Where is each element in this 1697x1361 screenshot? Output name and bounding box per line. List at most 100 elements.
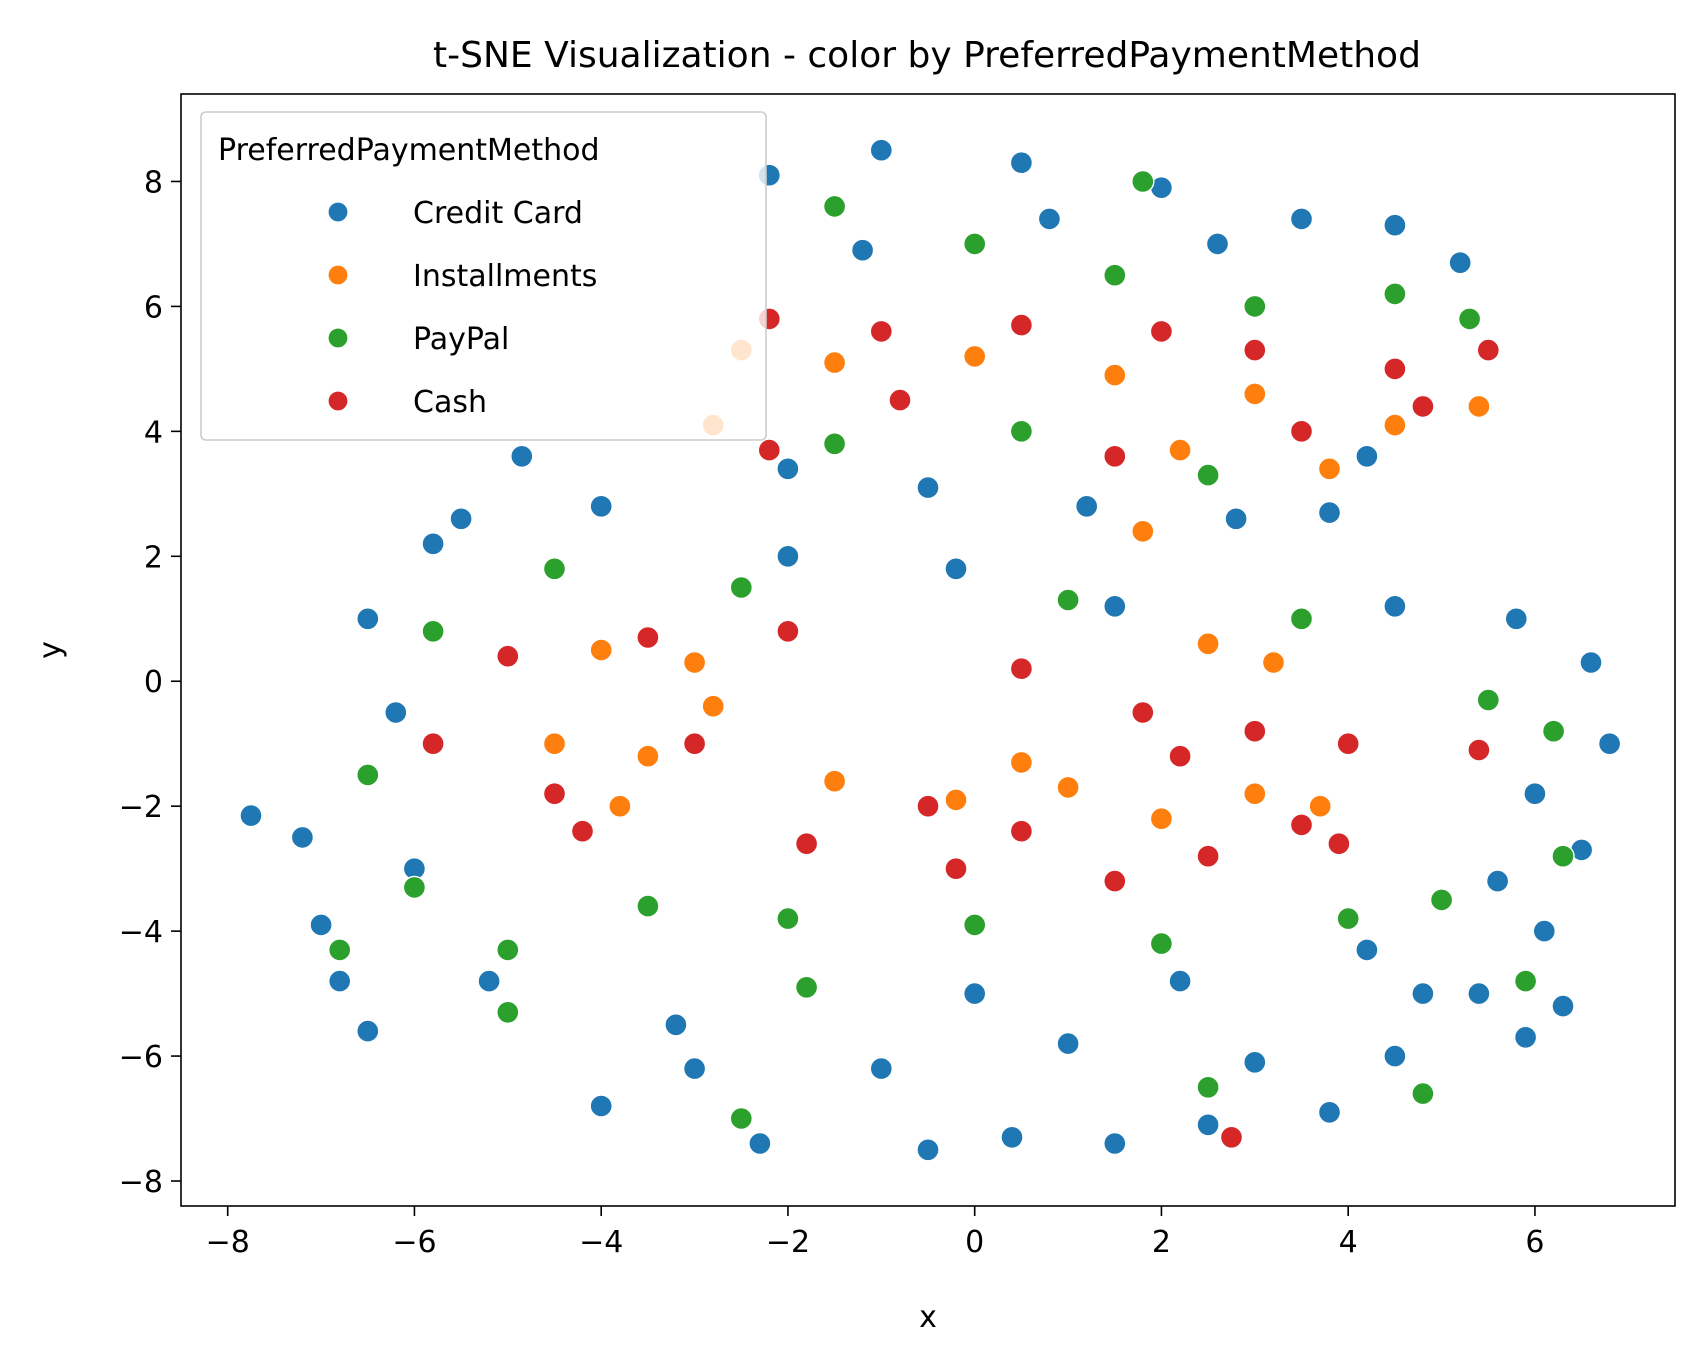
data-point: [916, 1138, 940, 1162]
data-point: [1513, 969, 1538, 993]
data-point: [822, 350, 847, 375]
x-tick-label: 2: [1152, 1225, 1171, 1260]
data-point: [1448, 251, 1472, 275]
data-point: [1411, 981, 1435, 1006]
data-point: [1224, 507, 1248, 531]
data-point: [1457, 307, 1482, 331]
data-point: [1355, 444, 1379, 468]
data-point: [421, 732, 445, 756]
data-point: [1168, 969, 1192, 993]
data-point: [916, 794, 940, 818]
scatter-points: [239, 138, 1622, 1162]
data-point: [589, 638, 613, 662]
data-point: [822, 769, 847, 793]
x-axis-label: x: [919, 1300, 937, 1335]
y-tick-label: 0: [144, 665, 163, 700]
data-point: [1383, 357, 1407, 381]
data-point: [776, 457, 800, 481]
legend-entry-label: PayPal: [413, 322, 509, 357]
data-point: [1467, 738, 1491, 762]
data-point: [822, 194, 847, 219]
data-point: [944, 857, 968, 881]
data-point: [384, 700, 408, 725]
data-point: [1467, 981, 1491, 1006]
data-point: [1009, 419, 1034, 443]
data-point: [1149, 931, 1174, 956]
data-point: [1243, 1050, 1267, 1075]
data-point: [496, 1000, 520, 1024]
data-point: [1103, 363, 1127, 387]
data-point: [682, 650, 707, 675]
data-point: [1504, 607, 1529, 631]
data-point: [608, 794, 632, 818]
y-tick-label: −6: [119, 1040, 163, 1075]
data-point: [869, 319, 893, 344]
x-tick-label: 0: [965, 1225, 984, 1260]
data-point: [794, 975, 819, 999]
data-point: [1009, 750, 1034, 775]
x-tick-label: 4: [1339, 1225, 1358, 1260]
data-point: [1009, 150, 1034, 175]
data-point: [328, 938, 352, 962]
data-point: [963, 981, 987, 1006]
data-point: [776, 544, 800, 568]
y-tick-label: 2: [144, 540, 163, 575]
data-point: [1467, 394, 1491, 419]
data-point: [1383, 282, 1407, 306]
legend-box: [200, 111, 767, 441]
data-point: [682, 1056, 707, 1081]
data-point: [869, 1056, 893, 1081]
data-point: [1551, 994, 1575, 1018]
y-axis: −8 −6 −4 −2 0 2 4 6 8: [119, 165, 181, 1200]
y-tick-label: 4: [144, 415, 163, 450]
data-point: [1196, 632, 1220, 656]
legend-entry-label: Cash: [413, 385, 487, 420]
data-point: [1383, 213, 1407, 237]
data-point: [1009, 657, 1034, 681]
data-point: [1327, 832, 1351, 856]
data-point: [1317, 500, 1342, 525]
data-point: [1243, 782, 1267, 806]
data-point: [496, 938, 520, 962]
data-point: [1196, 463, 1220, 487]
data-point: [1383, 594, 1407, 618]
data-point: [1317, 457, 1342, 481]
data-point: [542, 782, 567, 806]
data-point: [1074, 494, 1099, 518]
data-point: [1261, 650, 1286, 675]
data-point: [682, 732, 707, 756]
data-point: [1009, 819, 1034, 843]
data-point: [1196, 1075, 1220, 1100]
data-point: [1000, 1125, 1024, 1150]
x-tick-label: −8: [206, 1225, 250, 1260]
x-axis: −8 −6 −4 −2 0 2 4 6: [206, 1206, 1544, 1260]
data-point: [1289, 813, 1314, 837]
data-point: [309, 913, 333, 937]
data-point: [664, 1013, 688, 1037]
data-point: [1355, 938, 1379, 962]
data-point: [822, 432, 847, 456]
data-point: [1243, 294, 1267, 319]
data-point: [1523, 782, 1547, 806]
data-point: [477, 969, 501, 993]
data-point: [1037, 207, 1062, 231]
x-tick-label: 6: [1525, 1225, 1544, 1260]
data-point: [1131, 169, 1155, 194]
x-tick-label: −2: [766, 1225, 810, 1260]
legend-entry-label: Installments: [413, 259, 597, 294]
data-point: [776, 619, 800, 643]
data-point: [636, 894, 660, 918]
data-point: [963, 913, 987, 937]
data-point: [1289, 607, 1314, 631]
data-point: [850, 238, 875, 262]
data-point: [510, 444, 534, 468]
data-point: [944, 557, 968, 581]
data-point: [239, 803, 263, 828]
data-point: [1308, 794, 1332, 818]
data-point: [1131, 700, 1155, 725]
data-point: [1168, 438, 1192, 462]
data-point: [1597, 732, 1622, 756]
data-point: [1196, 1113, 1220, 1137]
plot-frame: [180, 93, 1676, 1207]
data-point: [636, 625, 660, 650]
